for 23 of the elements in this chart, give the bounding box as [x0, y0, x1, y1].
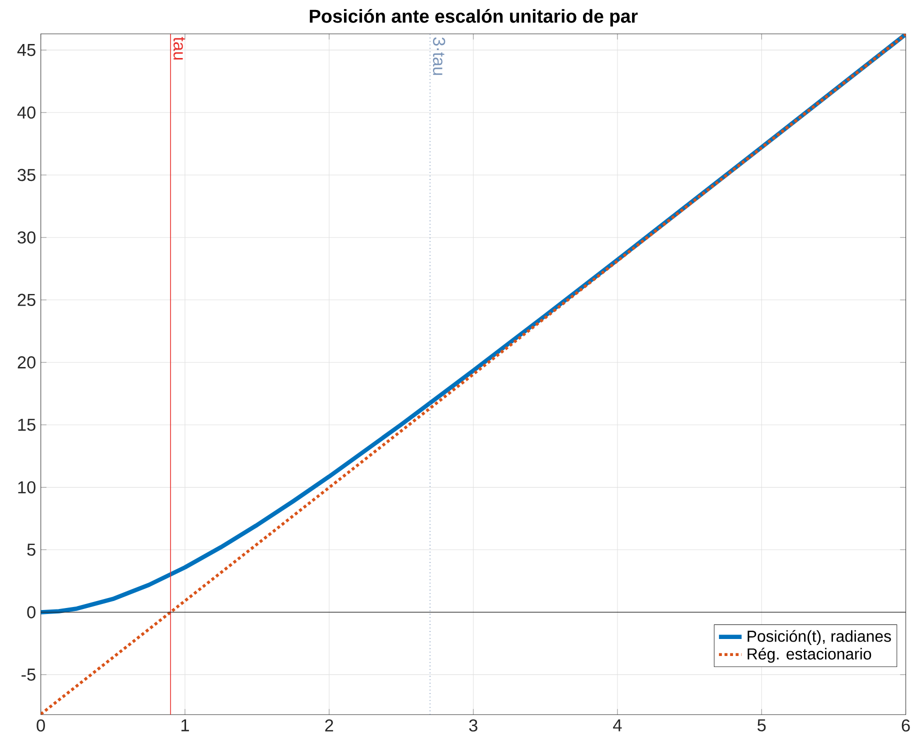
- y-tick-label: 30: [18, 232, 36, 244]
- ref-line-label: tau: [173, 37, 185, 60]
- x-tick-label: 4: [613, 720, 622, 732]
- legend-label: Posición(t), radianes: [748, 630, 891, 646]
- x-tick-label: 5: [758, 720, 766, 732]
- y-tick-label: 0: [27, 606, 36, 619]
- ref-line-label: 3·tau: [432, 38, 446, 76]
- legend-label: Rég. estacionario: [748, 648, 872, 663]
- chart-title: Posición ante escalón unitario de par: [310, 9, 638, 27]
- y-tick-label: 5: [27, 544, 36, 556]
- x-tick-label: 2: [325, 720, 334, 732]
- y-tick-label: -5: [22, 668, 36, 681]
- y-tick-label: 15: [18, 419, 36, 432]
- y-tick-label: 45: [17, 44, 36, 56]
- y-tick-label: 25: [18, 294, 36, 306]
- x-tick-label: 1: [181, 720, 189, 732]
- y-tick-label: 10: [18, 481, 36, 494]
- x-tick-label: 3: [469, 720, 478, 732]
- y-tick-label: 40: [17, 106, 36, 119]
- x-tick-label: 6: [902, 720, 910, 732]
- y-tick-label: 20: [18, 356, 36, 369]
- x-tick-label: 0: [36, 720, 45, 732]
- y-tick-label: 35: [18, 169, 36, 182]
